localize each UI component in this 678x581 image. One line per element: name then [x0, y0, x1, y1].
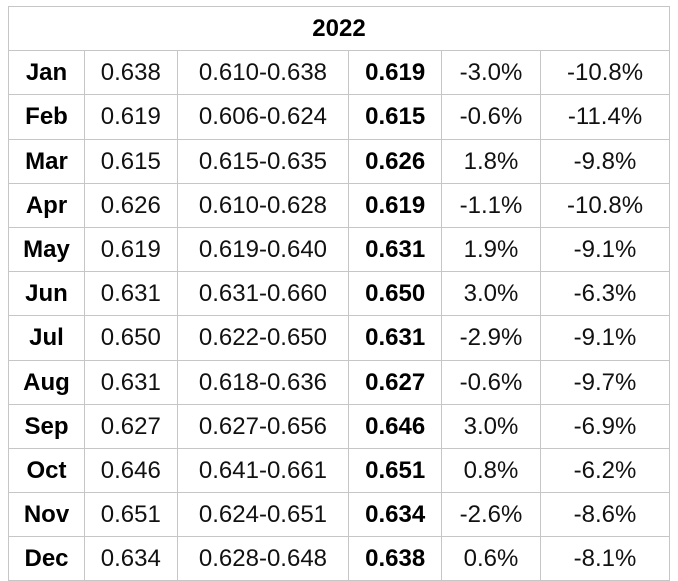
pct2-cell: -10.8% — [541, 183, 670, 227]
open-cell: 0.626 — [85, 183, 178, 227]
table-row: Sep0.6270.627-0.6560.6463.0%-6.9% — [9, 404, 670, 448]
pct2-cell: -9.8% — [541, 139, 670, 183]
table-row: Jun0.6310.631-0.6600.6503.0%-6.3% — [9, 272, 670, 316]
close-cell: 0.634 — [349, 493, 442, 537]
close-cell: 0.650 — [349, 272, 442, 316]
table-row: Nov0.6510.624-0.6510.634-2.6%-8.6% — [9, 493, 670, 537]
table-row: Mar0.6150.615-0.6350.6261.8%-9.8% — [9, 139, 670, 183]
range-cell: 0.606-0.624 — [177, 95, 349, 139]
pct2-cell: -11.4% — [541, 95, 670, 139]
open-cell: 0.619 — [85, 95, 178, 139]
open-cell: 0.638 — [85, 51, 178, 95]
open-cell: 0.651 — [85, 493, 178, 537]
range-cell: 0.619-0.640 — [177, 227, 349, 271]
range-cell: 0.615-0.635 — [177, 139, 349, 183]
pct1-cell: -0.6% — [441, 95, 540, 139]
pct1-cell: -3.0% — [441, 51, 540, 95]
close-cell: 0.631 — [349, 316, 442, 360]
range-cell: 0.627-0.656 — [177, 404, 349, 448]
open-cell: 0.615 — [85, 139, 178, 183]
month-cell: Sep — [9, 404, 85, 448]
range-cell: 0.618-0.636 — [177, 360, 349, 404]
close-cell: 0.638 — [349, 537, 442, 581]
pct1-cell: 1.8% — [441, 139, 540, 183]
table-header-row: 2022 — [9, 7, 670, 51]
month-cell: Feb — [9, 95, 85, 139]
pct1-cell: 0.6% — [441, 537, 540, 581]
open-cell: 0.631 — [85, 360, 178, 404]
pct2-cell: -8.1% — [541, 537, 670, 581]
month-cell: Jan — [9, 51, 85, 95]
open-cell: 0.627 — [85, 404, 178, 448]
pct1-cell: -0.6% — [441, 360, 540, 404]
table-row: Jul0.6500.622-0.6500.631-2.9%-9.1% — [9, 316, 670, 360]
table-row: Oct0.6460.641-0.6610.6510.8%-6.2% — [9, 448, 670, 492]
close-cell: 0.631 — [349, 227, 442, 271]
pct1-cell: 3.0% — [441, 404, 540, 448]
pct2-cell: -6.2% — [541, 448, 670, 492]
range-cell: 0.610-0.638 — [177, 51, 349, 95]
table-row: Apr0.6260.610-0.6280.619-1.1%-10.8% — [9, 183, 670, 227]
pct1-cell: -2.9% — [441, 316, 540, 360]
pct1-cell: 1.9% — [441, 227, 540, 271]
close-cell: 0.646 — [349, 404, 442, 448]
month-cell: Aug — [9, 360, 85, 404]
month-cell: Apr — [9, 183, 85, 227]
open-cell: 0.646 — [85, 448, 178, 492]
range-cell: 0.624-0.651 — [177, 493, 349, 537]
pct2-cell: -9.1% — [541, 316, 670, 360]
table-row: Dec0.6340.628-0.6480.6380.6%-8.1% — [9, 537, 670, 581]
pct1-cell: -1.1% — [441, 183, 540, 227]
open-cell: 0.619 — [85, 227, 178, 271]
month-cell: Mar — [9, 139, 85, 183]
close-cell: 0.619 — [349, 183, 442, 227]
close-cell: 0.619 — [349, 51, 442, 95]
month-cell: Dec — [9, 537, 85, 581]
pct2-cell: -9.1% — [541, 227, 670, 271]
close-cell: 0.626 — [349, 139, 442, 183]
table-row: Jan0.6380.610-0.6380.619-3.0%-10.8% — [9, 51, 670, 95]
open-cell: 0.650 — [85, 316, 178, 360]
pct1-cell: 3.0% — [441, 272, 540, 316]
month-cell: Jun — [9, 272, 85, 316]
pct1-cell: 0.8% — [441, 448, 540, 492]
pct2-cell: -6.9% — [541, 404, 670, 448]
open-cell: 0.631 — [85, 272, 178, 316]
pct2-cell: -8.6% — [541, 493, 670, 537]
pct2-cell: -6.3% — [541, 272, 670, 316]
year-header: 2022 — [9, 7, 670, 51]
close-cell: 0.651 — [349, 448, 442, 492]
close-cell: 0.615 — [349, 95, 442, 139]
pct2-cell: -10.8% — [541, 51, 670, 95]
table-row: Aug0.6310.618-0.6360.627-0.6%-9.7% — [9, 360, 670, 404]
range-cell: 0.641-0.661 — [177, 448, 349, 492]
pct1-cell: -2.6% — [441, 493, 540, 537]
table-row: Feb0.6190.606-0.6240.615-0.6%-11.4% — [9, 95, 670, 139]
range-cell: 0.622-0.650 — [177, 316, 349, 360]
month-cell: Oct — [9, 448, 85, 492]
close-cell: 0.627 — [349, 360, 442, 404]
table-row: May0.6190.619-0.6400.6311.9%-9.1% — [9, 227, 670, 271]
open-cell: 0.634 — [85, 537, 178, 581]
month-cell: Nov — [9, 493, 85, 537]
forecast-table: 2022 Jan0.6380.610-0.6380.619-3.0%-10.8%… — [8, 6, 670, 581]
pct2-cell: -9.7% — [541, 360, 670, 404]
month-cell: May — [9, 227, 85, 271]
range-cell: 0.610-0.628 — [177, 183, 349, 227]
month-cell: Jul — [9, 316, 85, 360]
range-cell: 0.631-0.660 — [177, 272, 349, 316]
range-cell: 0.628-0.648 — [177, 537, 349, 581]
